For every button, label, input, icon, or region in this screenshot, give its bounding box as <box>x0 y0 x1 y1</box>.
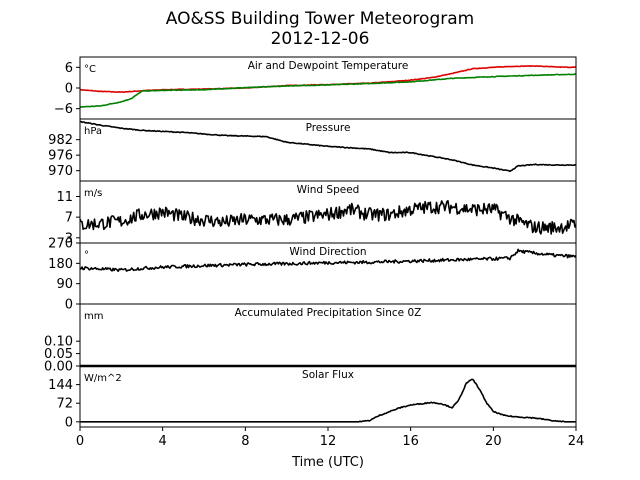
series-line-1 <box>79 248 577 273</box>
y-tick-label: 982 <box>48 133 73 148</box>
y-tick-label: 0 <box>65 298 73 313</box>
series-line-1 <box>80 378 576 423</box>
panel-title: Solar Flux <box>302 369 354 381</box>
panel-title: Wind Direction <box>289 246 366 258</box>
panel-accumulated-precipitation-since-0z: Accumulated Precipitation Since 0Z mm 0.10… <box>44 303 577 375</box>
y-tick-label: 11 <box>56 190 73 205</box>
x-tick-label: 4 <box>159 434 167 449</box>
panel-title: Wind Speed <box>297 184 360 196</box>
y-tick-label: 3 <box>65 231 73 246</box>
y-tick-label: 7 <box>65 211 73 226</box>
panel-solar-flux: Solar Flux W/m^2 144 72 0 <box>48 365 577 430</box>
y-tick-label: 0 <box>65 82 73 97</box>
panel-title: Accumulated Precipitation Since 0Z <box>235 307 422 319</box>
y-tick-label: 970 <box>48 164 73 179</box>
y-tick-label: 144 <box>48 378 73 393</box>
series-line-2 <box>79 73 577 108</box>
panel-unit-label: hPa <box>84 126 102 137</box>
series-line-1 <box>80 120 577 173</box>
x-tick-label: 24 <box>568 434 585 449</box>
panel-unit-label: m/s <box>84 188 102 199</box>
x-tick-label: 20 <box>485 434 502 449</box>
y-tick-label: 0.00 <box>44 360 73 375</box>
y-tick-label: 0.05 <box>44 347 73 362</box>
panel-title: Air and Dewpoint Temperature <box>248 60 409 72</box>
panel-air-and-dewpoint-temperature: Air and Dewpoint Temperature °C 6 0 −6 <box>54 56 577 120</box>
y-tick-label: 270 <box>48 237 73 252</box>
x-axis-label: Time (UTC) <box>291 455 364 470</box>
panel-unit-label: ° <box>84 250 89 261</box>
x-tick-label: 16 <box>402 434 419 449</box>
figure-title-line1: AO&SS Building Tower Meteorogram <box>166 9 474 29</box>
y-tick-label: 6 <box>65 61 73 76</box>
y-tick-label: −6 <box>54 102 73 117</box>
panel-unit-label: °C <box>84 64 96 75</box>
x-axis: 0 4 8 12 16 20 24 <box>76 427 584 449</box>
x-tick-label: 12 <box>320 434 337 449</box>
y-tick-label: 72 <box>56 397 73 412</box>
x-tick-label: 8 <box>241 434 249 449</box>
y-tick-label: 180 <box>48 257 73 272</box>
series-line-1 <box>79 199 577 235</box>
panels: Air and Dewpoint Temperature°C60−6Pressu… <box>44 56 577 430</box>
panel-wind-speed: Wind Speed m/s 11 7 3 <box>56 180 577 246</box>
x-tick-label: 0 <box>76 434 84 449</box>
y-tick-label: 976 <box>48 149 73 164</box>
panel-wind-direction: Wind Direction ° 270 180 90 0 <box>48 237 577 313</box>
panel-unit-label: W/m^2 <box>84 373 122 384</box>
figure-title-line2: 2012-12-06 <box>271 29 370 49</box>
y-tick-label: 0.10 <box>44 335 73 350</box>
y-tick-label: 0 <box>65 415 73 430</box>
panel-title: Pressure <box>306 122 351 134</box>
y-tick-label: 90 <box>56 277 73 292</box>
panel-unit-label: mm <box>84 311 103 322</box>
